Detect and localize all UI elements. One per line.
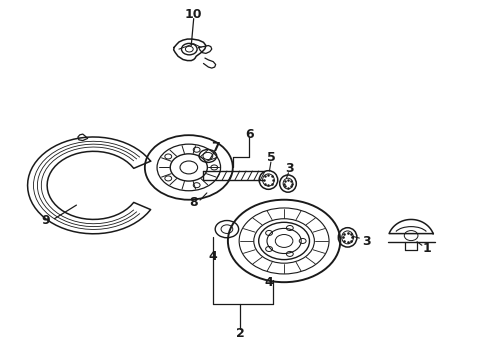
Text: 4: 4: [209, 249, 218, 262]
Text: 8: 8: [189, 196, 198, 209]
Text: 4: 4: [264, 276, 273, 289]
Text: 1: 1: [423, 242, 432, 255]
Text: 9: 9: [41, 214, 50, 227]
Text: 6: 6: [245, 127, 254, 141]
Text: 10: 10: [185, 8, 202, 21]
Text: 3: 3: [362, 235, 370, 248]
Text: 5: 5: [268, 151, 276, 164]
Text: 7: 7: [211, 140, 220, 153]
Text: 2: 2: [236, 327, 245, 339]
Text: 3: 3: [285, 162, 294, 175]
